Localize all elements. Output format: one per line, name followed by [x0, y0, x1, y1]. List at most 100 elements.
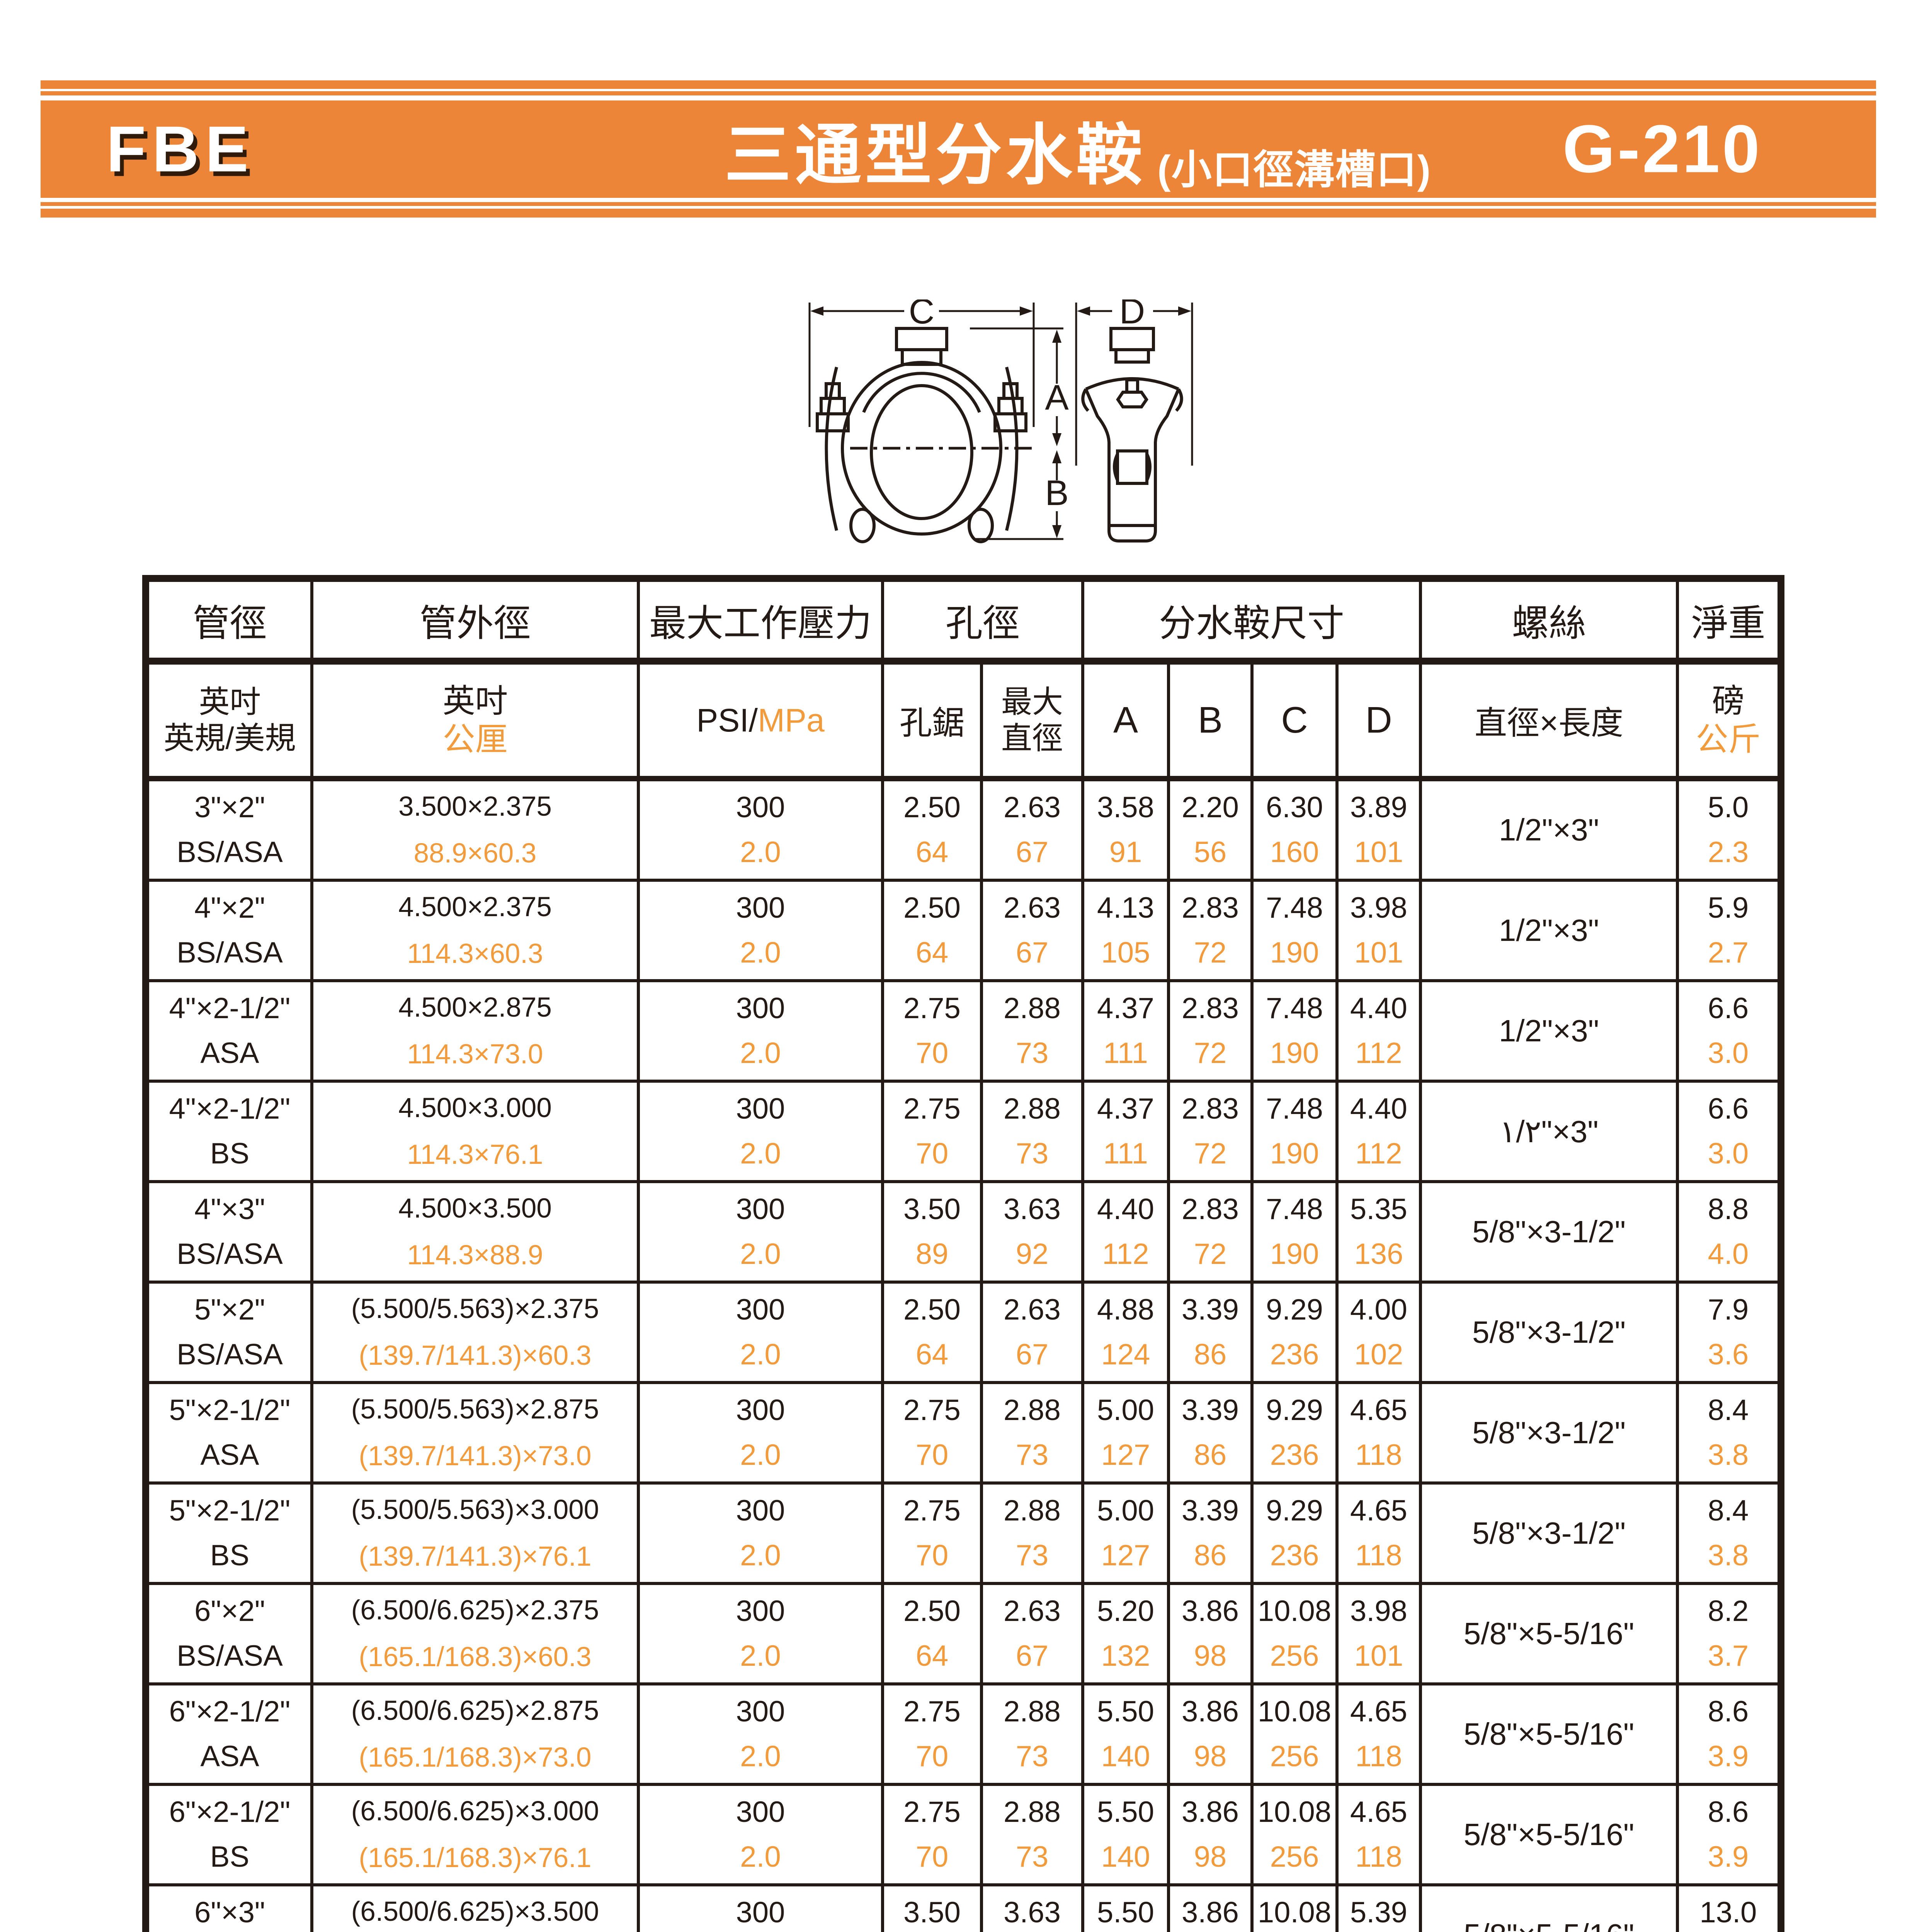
cell-size: 6"×2-1/2" BS	[144, 1783, 313, 1886]
cell-dim-a: 4.13 105	[1081, 879, 1170, 982]
cell-hole-saw: 2.75 70	[881, 1783, 983, 1886]
cell-screw: 5/8"×3-1/2"	[1419, 1180, 1679, 1284]
subheader-dim-a: A	[1081, 660, 1170, 781]
cell-screw: 1/2"×3"	[1419, 777, 1679, 882]
cell-max-dia: 2.63 67	[980, 1582, 1084, 1685]
saddle-drawing-svg: C D A B	[808, 299, 1193, 543]
cell-dim-a: 4.88 124	[1081, 1281, 1170, 1384]
cell-od: (6.500/6.625)×3.500(165.1/168.3)×88.9	[310, 1883, 640, 1932]
subheader-max-dia: 最大 直徑	[980, 660, 1084, 781]
cell-max-dia: 2.88 73	[980, 1481, 1084, 1585]
cell-dim-c: 7.48 190	[1250, 979, 1339, 1083]
cell-dim-b: 2.83 72	[1167, 879, 1254, 982]
col-header-screw: 螺絲	[1419, 577, 1679, 665]
cell-dim-a: 5.00 127	[1081, 1481, 1170, 1585]
cell-dim-a: 3.58 91	[1081, 777, 1170, 882]
table-row: 5"×2-1/2" ASA (5.500/5.563)×2.875 (139.7/14…	[144, 1381, 1783, 1485]
cell-size: 4"×3" BS/ASA	[144, 1180, 313, 1284]
technical-drawing: C D A B	[788, 299, 1240, 553]
cell-dim-b: 3.39 86	[1167, 1481, 1254, 1585]
weight-unit-kg: 公斤	[1696, 721, 1761, 757]
banner-stripe-top-thin	[41, 91, 1876, 95]
cell-dim-c: 6.30 160	[1250, 777, 1339, 882]
cell-dim-d: 4.65 118	[1335, 1381, 1422, 1485]
cell-max-dia: 2.88 73	[980, 1381, 1084, 1485]
cell-size: 6"×3"BS/ASA	[144, 1883, 313, 1932]
pressure-unit: PSI/MPa	[696, 702, 825, 738]
catalog-code: G-210	[1562, 111, 1762, 187]
cell-hole-saw: 2.75 70	[881, 1381, 983, 1485]
cell-size: 6"×2" BS/ASA	[144, 1582, 313, 1685]
table-row: 4"×2" BS/ASA 4.500×2.375 114.3×60.3 300 2.0 2.…	[144, 879, 1783, 982]
size-unit-inch: 英吋	[199, 684, 261, 719]
cell-size: 5"×2-1/2" BS	[144, 1481, 313, 1585]
cell-dim-a: 4.37 111	[1081, 979, 1170, 1083]
cell-dim-d: 5.35 136	[1335, 1180, 1422, 1284]
banner-stripe-bottom-thick	[41, 209, 1876, 218]
spec-table: 管徑 管外徑 最大工作壓力 孔徑 分水鞍尺寸 螺絲 淨重 英吋 英規/美規 英吋	[142, 575, 1784, 1932]
max-dia-line2: 直徑	[1001, 721, 1063, 755]
cell-screw: 1/2"×3"	[1419, 879, 1679, 982]
cell-hole-saw: 2.75 70	[881, 1682, 983, 1786]
cell-max-dia: 2.63 67	[980, 879, 1084, 982]
cell-hole-saw: 2.50 64	[881, 1281, 983, 1384]
cell-dim-a: 4.40 112	[1081, 1180, 1170, 1284]
table-row: 5"×2" BS/ASA (5.500/5.563)×2.375 (139.7/141…	[144, 1281, 1783, 1384]
cell-hole-saw: 2.75 70	[881, 1481, 983, 1585]
side-view	[1081, 327, 1183, 543]
max-dia-line1: 最大	[1001, 684, 1063, 719]
banner-stripe-top-thick	[41, 80, 1876, 89]
cell-dim-c: 7.48 190	[1250, 1080, 1339, 1183]
cell-dim-d: 3.98 101	[1335, 1582, 1422, 1685]
cell-od: (6.500/6.625)×2.875 (165.1/168.3)×73.0	[310, 1682, 640, 1786]
brand-logo: FBE	[106, 112, 255, 185]
cell-screw: 5/8"×3-1/2"	[1419, 1381, 1679, 1485]
cell-weight: 5.0 2.3	[1676, 777, 1783, 882]
cell-hole-saw: 2.75 70	[881, 1080, 983, 1183]
cell-od: (6.500/6.625)×3.000 (165.1/168.3)×76.1	[310, 1783, 640, 1886]
cell-weight: 6.6 3.0	[1676, 979, 1783, 1083]
cell-screw: 5/8"×3-1/2"	[1419, 1281, 1679, 1384]
table-row: 6"×2" BS/ASA (6.500/6.625)×2.375 (165.1/168…	[144, 1582, 1783, 1685]
size-unit-standards: 英規/美規	[163, 721, 296, 755]
table-row: 6"×2-1/2" ASA (6.500/6.625)×2.875 (165.1/16…	[144, 1682, 1783, 1786]
cell-dim-d: 4.40 112	[1335, 1080, 1422, 1183]
cell-dim-b: 3.39 86	[1167, 1381, 1254, 1485]
page-title-main: 三通型分水鞍	[725, 118, 1146, 192]
dim-label-b: B	[1045, 473, 1068, 513]
subheader-hole-saw: 孔鋸	[881, 660, 983, 781]
cell-dim-a: 5.20 132	[1081, 1582, 1170, 1685]
cell-weight: 8.4 3.8	[1676, 1481, 1783, 1585]
cell-od: (6.500/6.625)×2.375 (165.1/168.3)×60.3	[310, 1582, 640, 1685]
cell-hole-saw: 2.50 64	[881, 777, 983, 882]
cell-dim-d: 3.89 101	[1335, 777, 1422, 882]
cell-weight: 8.2 3.7	[1676, 1582, 1783, 1685]
cell-weight: 5.9 2.7	[1676, 879, 1783, 982]
cell-dim-c: 7.48 190	[1250, 1180, 1339, 1284]
col-header-pipe-od: 管外徑	[310, 577, 640, 665]
subheader-od-units: 英吋 公厘	[310, 660, 640, 781]
dim-label-c: C	[909, 299, 934, 331]
cell-od: 4.500×2.375 114.3×60.3	[310, 879, 640, 982]
cell-dim-d: 5.39137	[1335, 1883, 1422, 1932]
cell-weight: 6.6 3.0	[1676, 1080, 1783, 1183]
cell-max-dia: 2.63 67	[980, 777, 1084, 882]
